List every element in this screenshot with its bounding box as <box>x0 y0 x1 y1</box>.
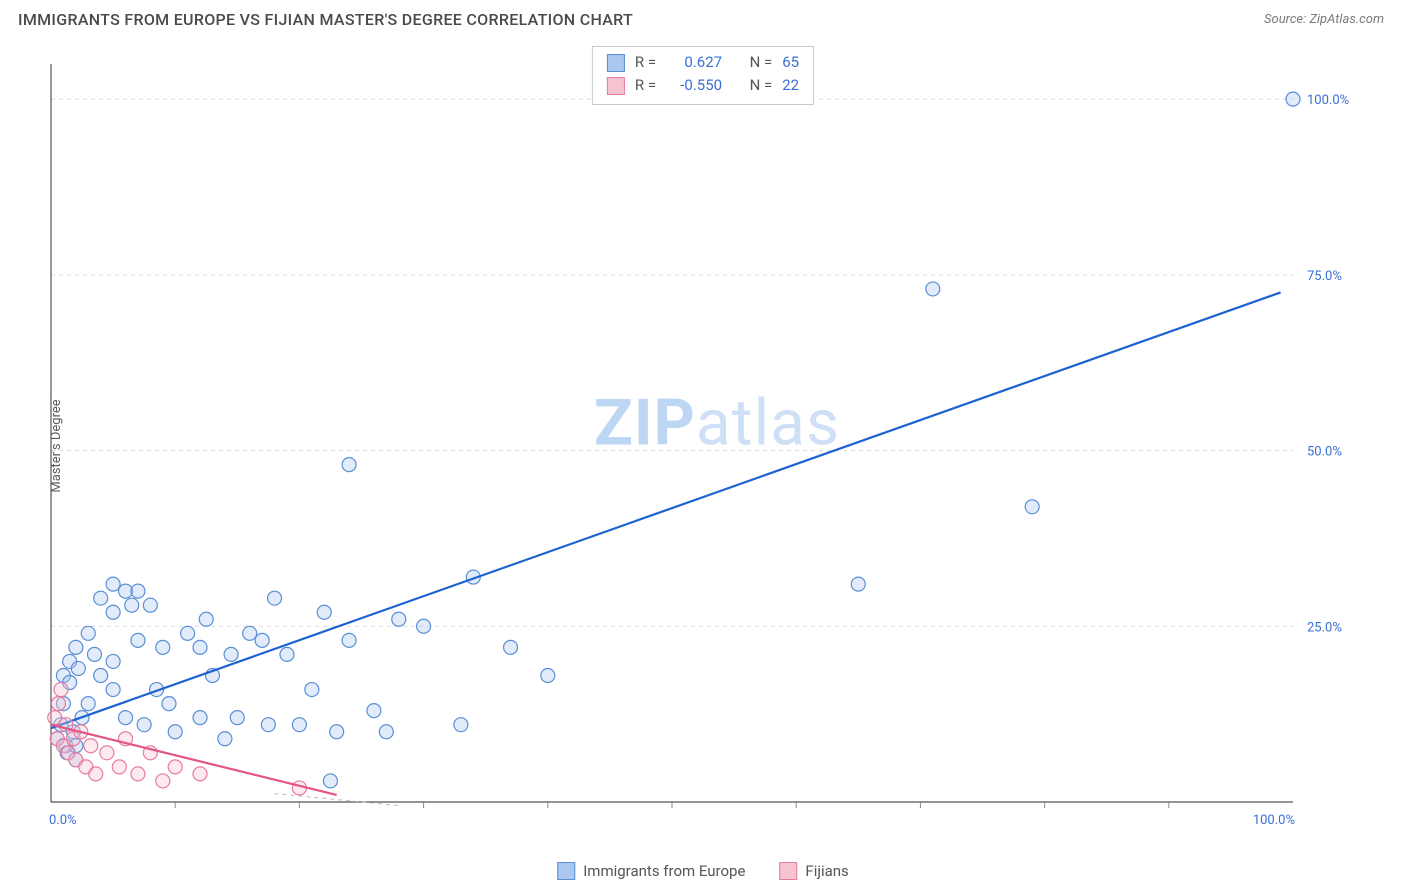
source-attribution: Source: ZipAtlas.com <box>1264 12 1384 27</box>
series-swatch <box>607 77 625 95</box>
data-point <box>317 605 331 619</box>
data-point <box>1025 500 1039 514</box>
data-point <box>243 626 257 640</box>
data-point <box>926 282 940 296</box>
data-point <box>156 774 170 788</box>
data-point <box>342 458 356 472</box>
data-point <box>280 647 294 661</box>
x-tick-label: 0.0% <box>49 813 77 828</box>
data-point <box>106 577 120 591</box>
data-point <box>125 598 139 612</box>
stat-row: R = -0.550 N = 22 <box>607 74 799 97</box>
data-point <box>100 746 114 760</box>
data-point <box>84 739 98 753</box>
y-tick-label: 100.0% <box>1307 93 1349 108</box>
data-point <box>87 647 101 661</box>
data-point <box>261 718 275 732</box>
data-point <box>193 711 207 725</box>
y-tick-label: 75.0% <box>1307 269 1342 284</box>
data-point <box>330 725 344 739</box>
series-swatch <box>557 862 575 880</box>
data-point <box>417 619 431 633</box>
series-swatch <box>607 54 625 72</box>
data-point <box>131 584 145 598</box>
chart-title: IMMIGRANTS FROM EUROPE VS FIJIAN MASTER'… <box>18 10 633 29</box>
legend-item: Fijians <box>779 862 848 880</box>
r-label: R = <box>635 74 656 97</box>
data-point <box>504 640 518 654</box>
n-value: 65 <box>782 51 799 74</box>
data-point <box>218 732 232 746</box>
data-point <box>131 767 145 781</box>
data-point <box>81 626 95 640</box>
n-label: N = <box>750 51 773 74</box>
r-value: -0.550 <box>666 74 722 97</box>
data-point <box>106 654 120 668</box>
y-tick-label: 50.0% <box>1307 445 1342 460</box>
scatter-chart: 25.0% 50.0% 75.0% 100.0% 0.0% 100.0% <box>46 46 1388 832</box>
data-point <box>168 725 182 739</box>
data-point <box>69 640 83 654</box>
series-legend: Immigrants from Europe Fijians <box>557 862 849 880</box>
legend-label: Immigrants from Europe <box>583 862 745 880</box>
y-tick-label: 25.0% <box>1307 620 1342 635</box>
series-swatch <box>779 862 797 880</box>
data-point <box>305 683 319 697</box>
r-label: R = <box>635 51 656 74</box>
data-point <box>1286 92 1300 106</box>
data-point <box>323 774 337 788</box>
data-point <box>454 718 468 732</box>
data-point <box>342 633 356 647</box>
data-point <box>112 760 126 774</box>
stat-row: R = 0.627 N = 65 <box>607 51 799 74</box>
x-tick-label: 100.0% <box>1253 813 1295 828</box>
source-label: Source: <box>1264 12 1309 27</box>
data-point <box>367 704 381 718</box>
data-point <box>51 697 65 711</box>
data-point <box>255 633 269 647</box>
data-point <box>143 598 157 612</box>
header-row: IMMIGRANTS FROM EUROPE VS FIJIAN MASTER'… <box>0 0 1406 35</box>
correlation-stats-box: R = 0.627 N = 65 R = -0.550 N = 22 <box>592 46 814 105</box>
data-point <box>81 697 95 711</box>
legend-item: Immigrants from Europe <box>557 862 745 880</box>
legend-label: Fijians <box>805 862 848 880</box>
data-point <box>106 683 120 697</box>
trend-line <box>51 292 1281 728</box>
data-point <box>119 711 133 725</box>
data-point <box>193 767 207 781</box>
plot-area: ZIPatlas 25.0%50.0%75.0%100.0%0.0%100.0% <box>46 46 1388 832</box>
data-point <box>224 647 238 661</box>
data-point <box>54 683 68 697</box>
trend-line <box>51 725 337 795</box>
data-point <box>199 612 213 626</box>
data-point <box>89 767 103 781</box>
source-name: ZipAtlas.com <box>1309 12 1384 27</box>
data-point <box>94 668 108 682</box>
data-point <box>156 640 170 654</box>
data-point <box>137 718 151 732</box>
data-point <box>71 661 85 675</box>
n-label: N = <box>750 74 773 97</box>
data-point <box>168 760 182 774</box>
data-point <box>181 626 195 640</box>
data-point <box>392 612 406 626</box>
data-point <box>268 591 282 605</box>
data-point <box>379 725 393 739</box>
n-value: 22 <box>782 74 799 97</box>
r-value: 0.627 <box>666 51 722 74</box>
data-point <box>230 711 244 725</box>
data-point <box>106 605 120 619</box>
trend-extrapolation <box>275 794 399 806</box>
data-point <box>162 697 176 711</box>
data-point <box>131 633 145 647</box>
data-point <box>292 718 306 732</box>
data-point <box>193 640 207 654</box>
data-point <box>541 668 555 682</box>
data-point <box>851 577 865 591</box>
data-point <box>94 591 108 605</box>
